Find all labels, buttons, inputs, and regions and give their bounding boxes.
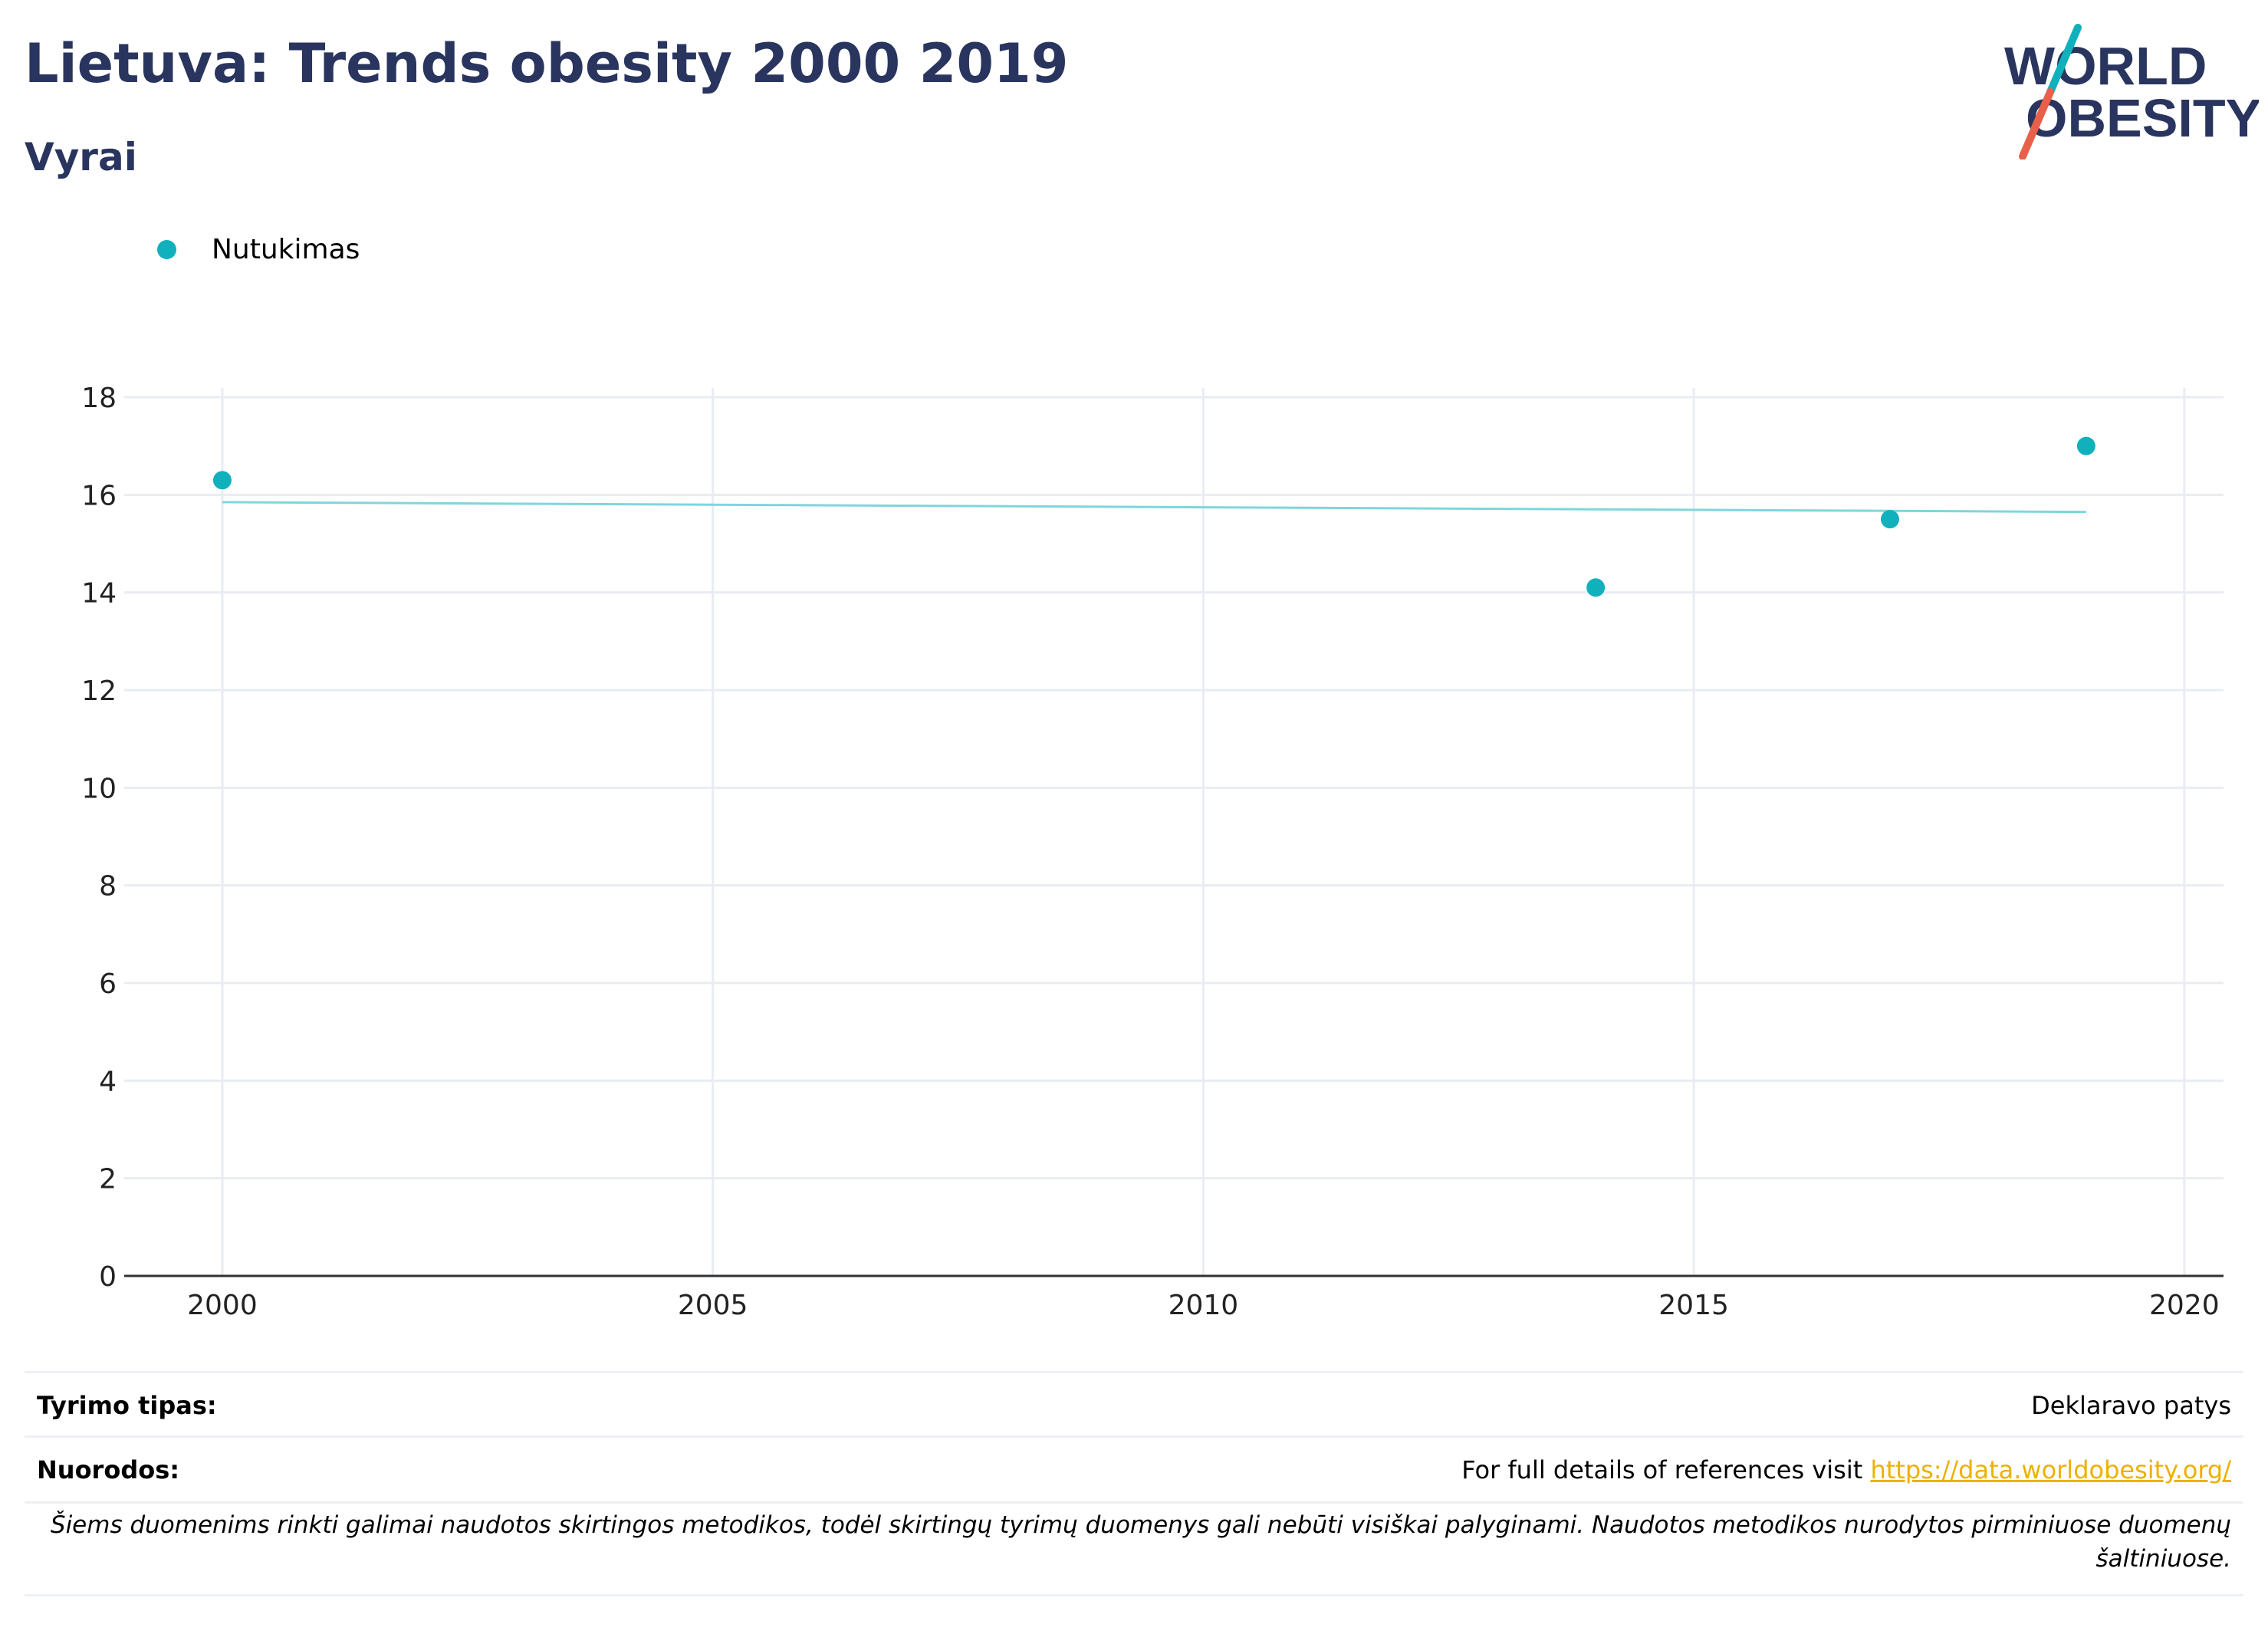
page-title: Lietuva: Trends obesity 2000 2019: [25, 32, 1069, 95]
y-tick-label: 16: [81, 480, 117, 511]
data-point: [212, 471, 232, 490]
y-tick-label: 14: [81, 578, 117, 610]
y-tick-label: 12: [81, 676, 117, 707]
survey-type-label: Tyrimo tipas:: [37, 1391, 217, 1420]
survey-type-value: Deklaravo patys: [2031, 1391, 2231, 1420]
page-subtitle: Vyrai: [25, 135, 137, 179]
data-point: [1880, 510, 1899, 529]
survey-type-row: Tyrimo tipas: Deklaravo patys: [25, 1371, 2243, 1438]
y-tick-label: 0: [99, 1261, 117, 1293]
y-tick-label: 2: [99, 1164, 117, 1195]
references-label: Nuorodos:: [37, 1455, 180, 1484]
x-tick-label: 2020: [2149, 1290, 2220, 1321]
x-tick-label: 2000: [187, 1290, 258, 1321]
logo-line-1: WORLD: [2004, 36, 2207, 96]
logo-slash-bottom: [2019, 88, 2054, 159]
y-tick-label: 8: [99, 871, 117, 902]
y-tick-label: 10: [81, 773, 117, 804]
references-link[interactable]: https://data.worldobesity.org/: [1870, 1455, 2231, 1484]
references-text: For full details of references visit: [1461, 1455, 1871, 1484]
logo-slash-top: [2046, 24, 2082, 96]
trend-line: [222, 501, 2086, 514]
chart-legend: Nutukimas: [157, 230, 360, 268]
world-obesity-logo: WORLD OBESITY: [2004, 24, 2259, 159]
y-tick-label: 18: [81, 383, 117, 414]
methodology-note: Šiems duomenims rinkti galimai naudotos …: [25, 1501, 2243, 1596]
chart-plot: 0 2 4 6 8 10 12 14 16 18 2000 2005 2010 2015 2020: [81, 383, 2224, 1321]
x-tick-label: 2010: [1169, 1290, 1239, 1321]
logo-line-2: OBESITY: [2026, 88, 2259, 148]
legend-marker: [157, 239, 176, 259]
x-tick-label: 2005: [678, 1290, 748, 1321]
y-tick-label: 4: [99, 1066, 117, 1097]
data-point: [2076, 436, 2095, 455]
x-tick-label: 2015: [1658, 1290, 1729, 1321]
legend-label: Nutukimas: [212, 233, 360, 265]
references-value: For full details of references visit htt…: [1461, 1455, 2231, 1484]
y-tick-label: 6: [99, 968, 117, 1000]
references-row: Nuorodos: For full details of references…: [25, 1435, 2243, 1502]
data-point: [1586, 578, 1606, 597]
